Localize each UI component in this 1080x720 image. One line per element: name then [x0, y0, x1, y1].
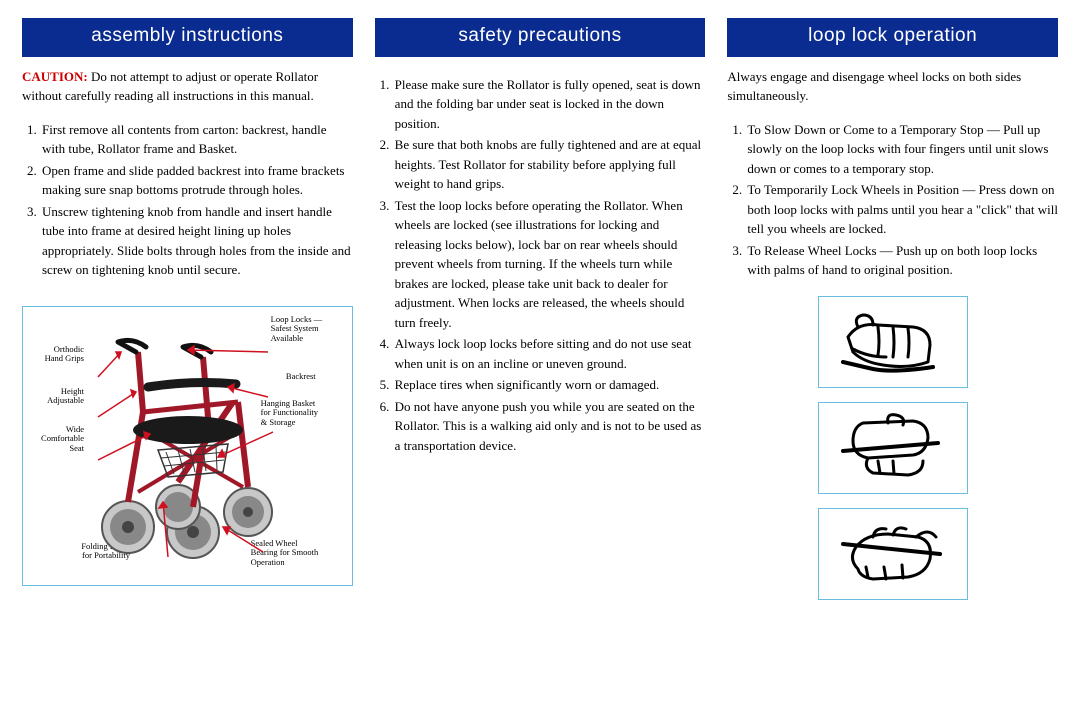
rollator-icon	[88, 332, 298, 562]
hand-pullup-icon	[838, 307, 948, 377]
safety-step: Test the loop locks before operating the…	[393, 196, 706, 333]
assembly-step: Open frame and slide padded backrest int…	[40, 161, 353, 200]
looplock-header: loop lock operation	[727, 18, 1058, 57]
assembly-header: assembly instructions	[22, 18, 353, 57]
caution-label: CAUTION:	[22, 69, 88, 84]
caution-paragraph: CAUTION: Do not attempt to adjust or ope…	[22, 67, 353, 106]
safety-step: Always lock loop locks before sitting an…	[393, 334, 706, 373]
label-height: HeightAdjustable	[29, 387, 84, 407]
looplock-steps: To Slow Down or Come to a Temporary Stop…	[727, 120, 1058, 282]
looplock-step: To Slow Down or Come to a Temporary Stop…	[745, 120, 1058, 179]
safety-step: Replace tires when significantly worn or…	[393, 375, 706, 395]
safety-header: safety precautions	[375, 18, 706, 57]
hand-diagram-release	[818, 508, 968, 600]
assembly-column: assembly instructions CAUTION: Do not at…	[22, 18, 353, 702]
safety-column: safety precautions Please make sure the …	[375, 18, 706, 702]
safety-step: Do not have anyone push you while you ar…	[393, 397, 706, 456]
hand-diagram-pressdown	[818, 402, 968, 494]
looplock-intro: Always engage and disengage wheel locks …	[727, 67, 1058, 106]
hand-diagram-pullup	[818, 296, 968, 388]
hand-pressdown-icon	[838, 413, 948, 483]
safety-step: Be sure that both knobs are fully tighte…	[393, 135, 706, 194]
looplock-step: To Temporarily Lock Wheels in Position —…	[745, 180, 1058, 239]
hand-release-icon	[838, 519, 948, 589]
assembly-steps: First remove all contents from carton: b…	[22, 120, 353, 282]
safety-step: Please make sure the Rollator is fully o…	[393, 75, 706, 134]
assembly-step: Unscrew tightening knob from handle and …	[40, 202, 353, 280]
label-seat: WideComfortableSeat	[29, 425, 84, 454]
safety-steps: Please make sure the Rollator is fully o…	[375, 75, 706, 458]
looplock-step: To Release Wheel Locks — Push up on both…	[745, 241, 1058, 280]
assembly-step: First remove all contents from carton: b…	[40, 120, 353, 159]
label-orthodic: OrthodicHand Grips	[29, 345, 84, 365]
rollator-diagram: OrthodicHand Grips HeightAdjustable Wide…	[22, 306, 353, 586]
looplock-column: loop lock operation Always engage and di…	[727, 18, 1058, 702]
